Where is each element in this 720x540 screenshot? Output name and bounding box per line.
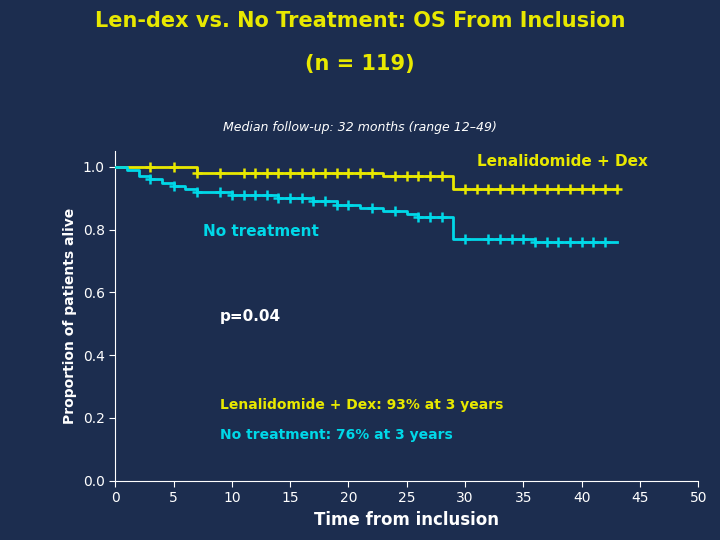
Text: No treatment: 76% at 3 years: No treatment: 76% at 3 years bbox=[220, 428, 453, 442]
Text: Len-dex vs. No Treatment: OS From Inclusion: Len-dex vs. No Treatment: OS From Inclus… bbox=[95, 11, 625, 31]
Text: (n = 119): (n = 119) bbox=[305, 54, 415, 74]
Text: Lenalidomide + Dex: 93% at 3 years: Lenalidomide + Dex: 93% at 3 years bbox=[220, 399, 503, 412]
Y-axis label: Proportion of patients alive: Proportion of patients alive bbox=[63, 208, 77, 424]
Text: Median follow-up: 32 months (range 12–49): Median follow-up: 32 months (range 12–49… bbox=[223, 122, 497, 134]
Text: p=0.04: p=0.04 bbox=[220, 309, 282, 325]
X-axis label: Time from inclusion: Time from inclusion bbox=[315, 511, 499, 529]
Text: Lenalidomide + Dex: Lenalidomide + Dex bbox=[477, 154, 648, 170]
Text: No treatment: No treatment bbox=[203, 224, 318, 239]
